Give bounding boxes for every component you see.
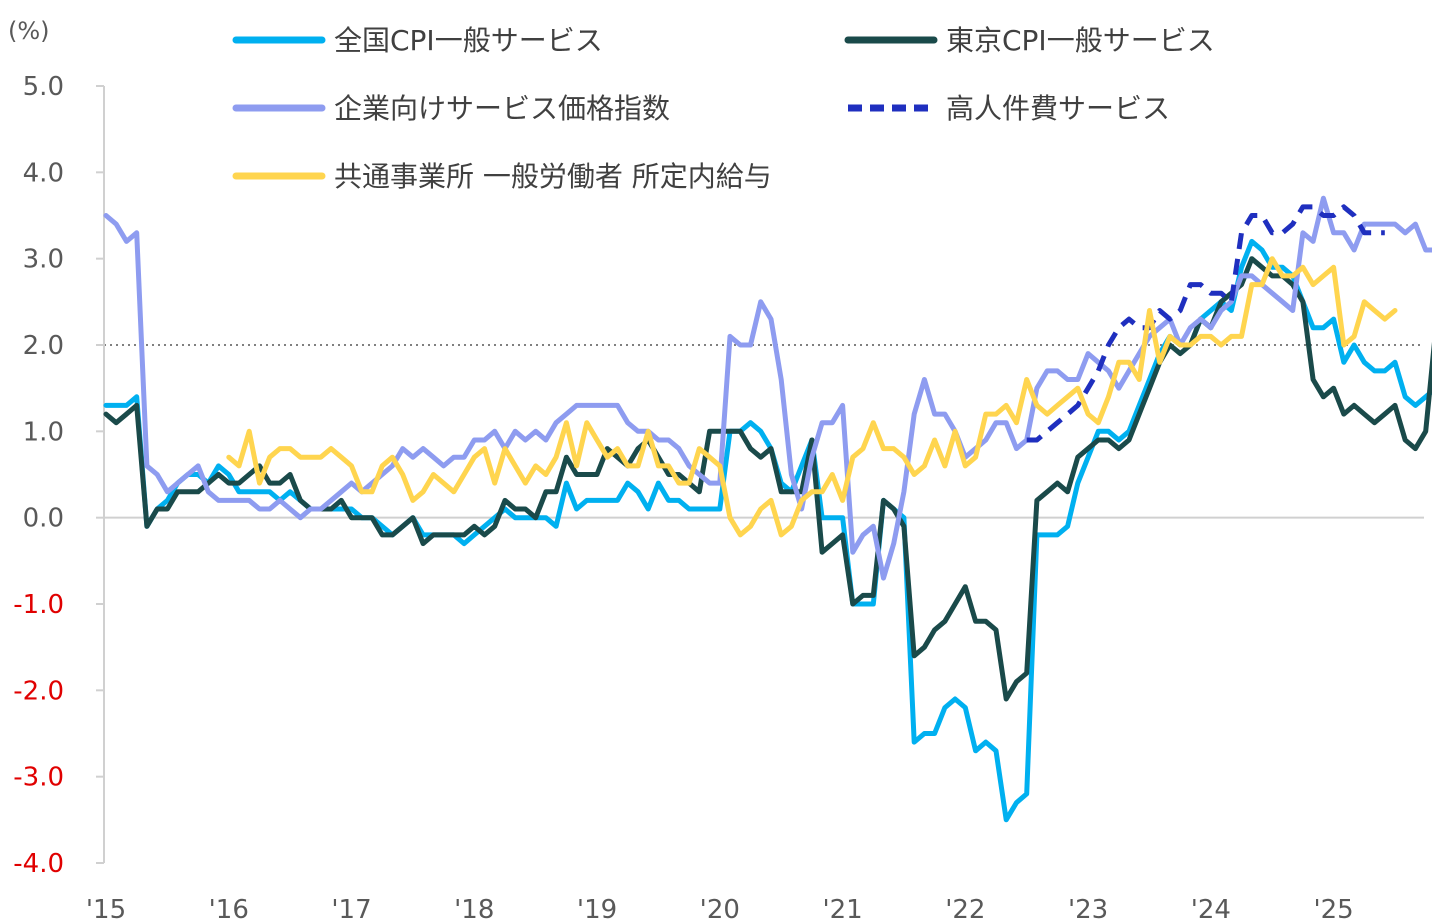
y-tick-label: -4.0	[13, 849, 64, 879]
x-tick-label: '16	[209, 895, 249, 924]
x-tick-label: '20	[700, 895, 740, 924]
series-line-5	[226, 256, 1398, 538]
x-tick-label: '19	[577, 895, 617, 924]
y-tick-label: 4.0	[23, 158, 64, 188]
y-tick-label: -1.0	[13, 590, 64, 620]
x-tick-label: '24	[1191, 895, 1231, 924]
x-tick-label: '17	[331, 895, 371, 924]
legend-label-2: 東京CPI一般サービス	[946, 24, 1215, 57]
x-tick-label: '18	[454, 895, 494, 924]
y-tick-label: -2.0	[13, 676, 64, 706]
legend-label-4: 高人件費サービス	[946, 92, 1170, 125]
series-line-1	[103, 238, 1432, 823]
y-tick-label: 5.0	[23, 72, 64, 102]
series-group	[103, 195, 1432, 823]
y-tick-label: 2.0	[23, 331, 64, 361]
y-tick-label: 3.0	[23, 245, 64, 275]
legend-label-3: 企業向けサービス価格指数	[334, 92, 670, 125]
legend-label-1: 全国CPI一般サービス	[334, 24, 603, 57]
series-line-3	[103, 195, 1432, 581]
x-tick-label: '23	[1068, 895, 1108, 924]
series-line-2	[103, 256, 1432, 702]
series-line-4	[1026, 204, 1385, 443]
y-tick-label: 1.0	[23, 417, 64, 447]
axes: 5.0 4.0 3.0 2.0 1.0 0.0 -1.0 -2.0 -3.0 -4.0 '15 '16…	[13, 72, 1424, 924]
y-tick-label: -3.0	[13, 763, 64, 793]
x-tick-label: '21	[822, 895, 862, 924]
x-tick-label: '15	[86, 895, 126, 924]
y-tick-label: 0.0	[23, 504, 64, 534]
unit-label: (%)	[8, 17, 50, 45]
x-tick-label: '22	[945, 895, 985, 924]
legend-label-5: 共通事業所 一般労働者 所定内給与	[334, 160, 772, 193]
x-tick-label: '25	[1313, 895, 1353, 924]
